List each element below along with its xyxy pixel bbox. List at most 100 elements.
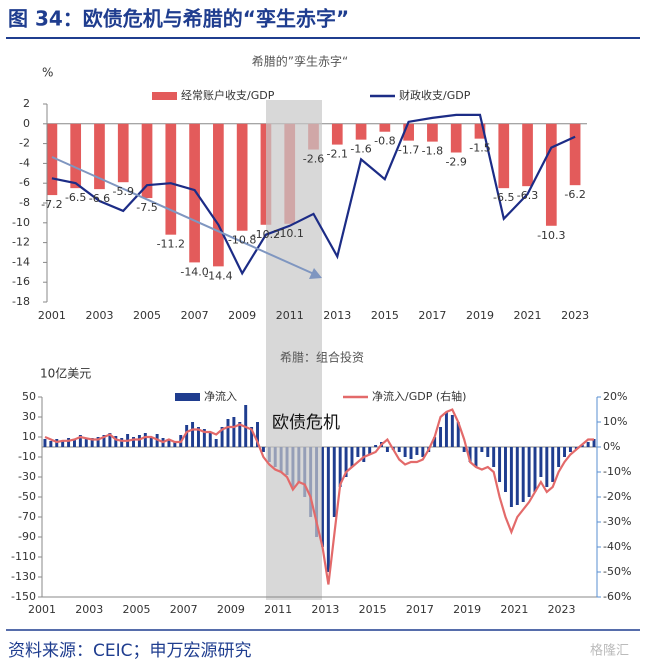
bar-value-label: -1.6 <box>350 143 371 156</box>
x-tick-label: 2003 <box>85 309 113 322</box>
y2-tick-label: 0% <box>603 440 620 453</box>
x-tick-label: 2017 <box>406 603 434 616</box>
y-tick-label: -18 <box>12 295 30 308</box>
bar <box>208 432 212 447</box>
bar-value-label: -10.2 <box>252 228 280 241</box>
x-tick-label: 2015 <box>359 603 387 616</box>
bar-value-label: -6.3 <box>517 189 538 202</box>
bar <box>132 437 135 447</box>
x-tick-label: 2013 <box>311 603 339 616</box>
legend-label: 净流入 <box>204 389 237 403</box>
lines-layer <box>44 113 594 585</box>
x-tick-label: 2005 <box>122 603 150 616</box>
bar <box>439 427 443 447</box>
bar-value-label: -5.9 <box>113 185 134 198</box>
bar <box>173 441 177 447</box>
bar <box>486 447 490 457</box>
bar-value-label: -10.8 <box>228 234 256 247</box>
bar <box>592 439 596 447</box>
bar <box>504 447 507 492</box>
y2-tick-label: 20% <box>603 390 627 403</box>
y-tick-label: -2 <box>19 137 30 150</box>
y-tick-label: -150 <box>11 590 36 603</box>
y-tick-label: 10 <box>22 430 36 443</box>
bar <box>545 447 549 487</box>
bar <box>480 447 484 452</box>
bar <box>102 435 106 447</box>
bar <box>362 447 366 462</box>
bar <box>462 447 466 452</box>
bar <box>189 123 200 263</box>
bar <box>450 415 454 447</box>
bar <box>149 437 153 447</box>
x-tick-label: 2021 <box>514 309 542 322</box>
source: 资料来源：CEIC；申万宏源研究 <box>8 641 252 661</box>
watermark: 格隆汇 <box>590 643 629 659</box>
bar-value-label: -2.6 <box>303 153 324 166</box>
bar <box>90 438 94 447</box>
y-tick-label: -10 <box>18 450 36 463</box>
bar <box>521 447 525 502</box>
y-tick-label: 0 <box>23 117 30 130</box>
bar <box>236 123 248 231</box>
bar <box>374 445 378 447</box>
bar <box>70 123 82 189</box>
bar <box>539 447 543 477</box>
bar <box>214 439 218 447</box>
y-tick-label: 2 <box>23 97 30 110</box>
legend-label: 净流入/GDP (右轴) <box>372 389 466 403</box>
bar <box>213 123 224 267</box>
y-tick-label: 30 <box>22 410 36 423</box>
bar <box>108 433 112 447</box>
y-tick-label: -12 <box>12 236 30 249</box>
x-tick-label: 2007 <box>170 603 198 616</box>
y2-tick-label: -40% <box>603 540 631 553</box>
x-tick-label: 2023 <box>548 603 576 616</box>
bar <box>96 437 100 447</box>
x-tick-label: 2021 <box>500 603 528 616</box>
trend-arrow <box>51 156 315 275</box>
bar <box>533 447 537 492</box>
y-axis-label: 10亿美元 <box>40 366 91 381</box>
x-tick-label: 2009 <box>217 603 245 616</box>
bar <box>563 447 567 457</box>
bar-value-label: -7.2 <box>41 198 62 211</box>
bar <box>165 123 177 235</box>
bar-value-label: -11.2 <box>157 238 185 251</box>
bar <box>94 123 105 190</box>
bar <box>586 442 590 447</box>
bar <box>569 123 581 186</box>
bar <box>350 447 354 467</box>
bar <box>580 445 584 447</box>
bar-value-label: -6.2 <box>564 188 585 201</box>
bar <box>238 422 242 447</box>
bar <box>202 429 206 447</box>
x-tick-label: 2009 <box>228 309 256 322</box>
bar <box>433 437 437 447</box>
x-tick-label: 2003 <box>75 603 103 616</box>
bar <box>403 123 414 141</box>
bar <box>220 427 224 447</box>
y-tick-label: -90 <box>18 530 36 543</box>
page-title: 图 34：欧债危机与希腊的“孪生赤字” <box>8 7 349 31</box>
y-tick-label: -8 <box>19 196 30 209</box>
x-tick-label: 2023 <box>561 309 589 322</box>
x-tick-label: 2005 <box>133 309 161 322</box>
bar <box>196 427 200 447</box>
bar <box>557 447 561 467</box>
bar <box>332 447 336 517</box>
y-tick-label: -50 <box>18 490 36 503</box>
y2-tick-label: -30% <box>603 515 631 528</box>
bar <box>84 439 88 447</box>
y2-tick-label: -60% <box>603 590 631 603</box>
bar <box>509 447 513 507</box>
bar <box>379 123 391 132</box>
bar <box>492 447 496 467</box>
bar <box>522 123 533 187</box>
bar-value-label: -0.8 <box>374 135 395 148</box>
bar <box>468 447 472 462</box>
legend-label: 经常账户收支/GDP <box>181 88 275 102</box>
bar <box>551 447 555 482</box>
legend-swatch <box>152 92 177 100</box>
